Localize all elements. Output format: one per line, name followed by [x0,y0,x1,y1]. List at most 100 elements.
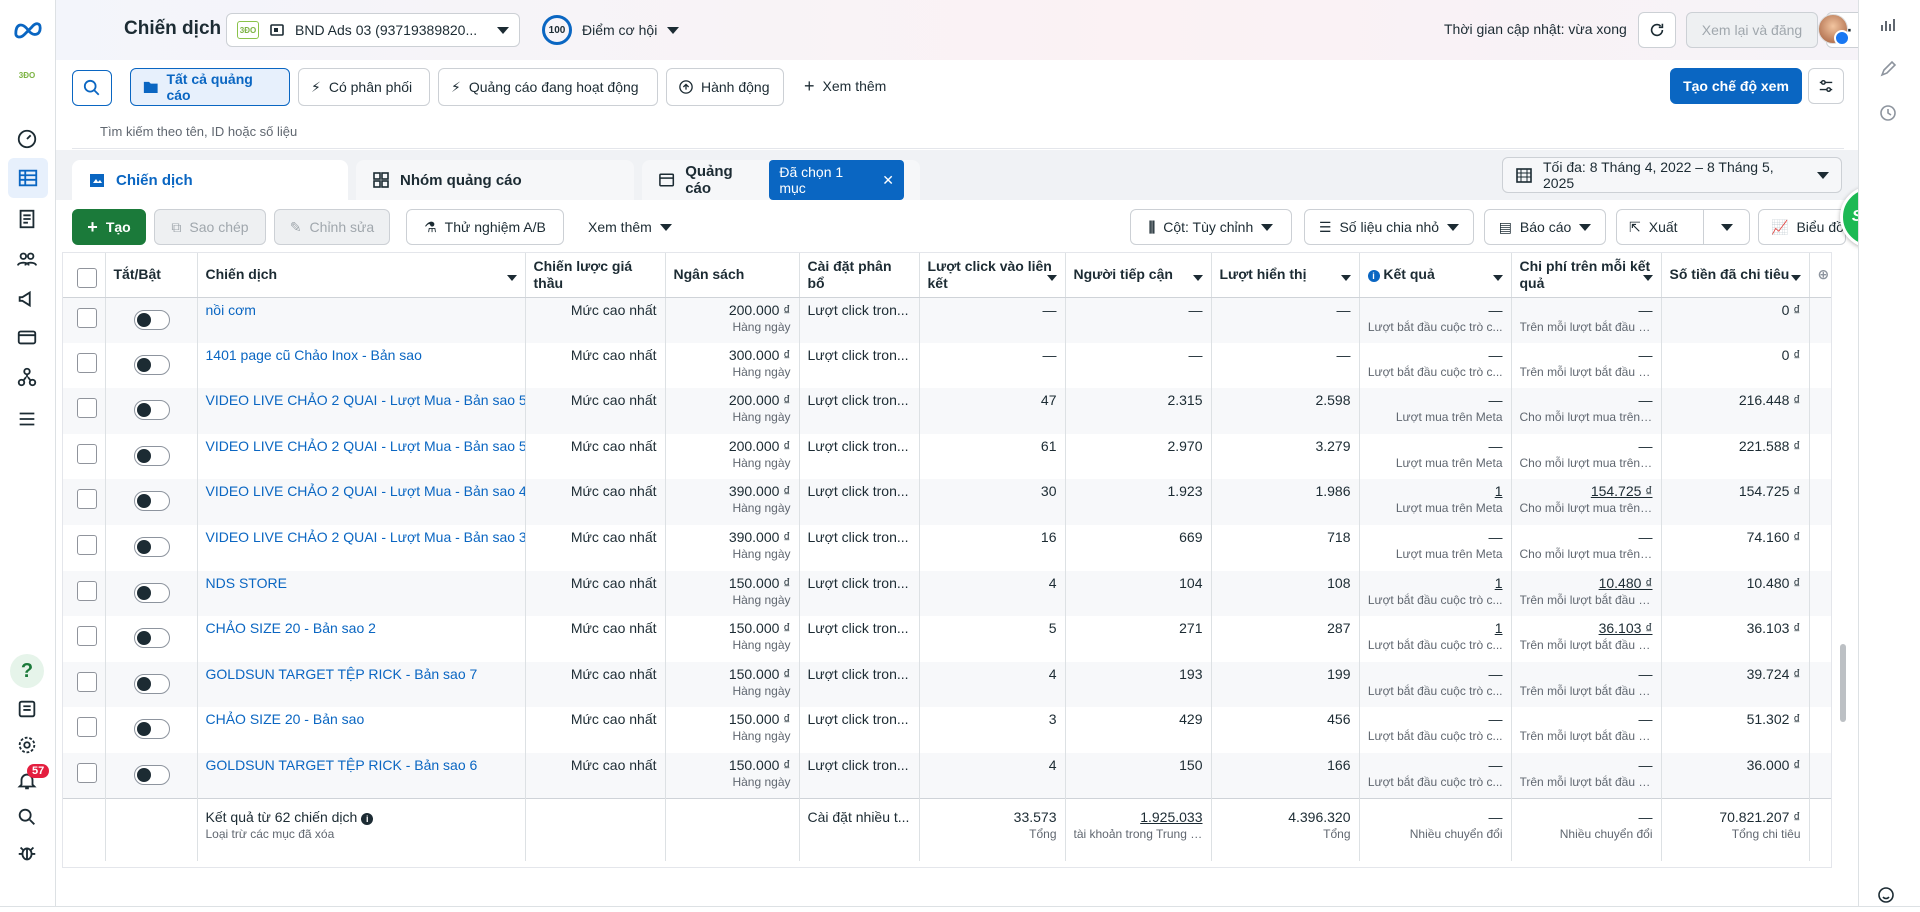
cost-per-result-value[interactable]: — [1638,528,1653,545]
add-column-icon[interactable]: ⊕ [1817,266,1830,283]
results-value[interactable]: — [1488,346,1503,363]
charts-button[interactable]: 📈 Biểu đồ [1758,209,1846,245]
history-icon[interactable] [1879,104,1897,125]
col-budget[interactable]: Ngân sách [665,253,800,298]
table-row[interactable]: 1401 page cũ Chảo Inox - Bản sao Mức cao … [63,342,1831,389]
create-button[interactable]: + Tạo [72,209,146,245]
table-row[interactable]: nồi cơm Mức cao nhất 200.000 ₫ Hàng ngày Lượ… [63,297,1831,343]
table-row[interactable]: CHẢO SIZE 20 - Bản sao 2 Mức cao nhất 150.… [63,616,1831,662]
results-value[interactable]: 1 [1494,483,1503,500]
pages-icon[interactable] [14,206,40,232]
table-row[interactable]: VIDEO LIVE CHẢO 2 QUAI - Lượt Mua - Bản … [63,479,1831,525]
budget-cell[interactable]: 200.000 ₫ Hàng ngày [665,297,800,343]
table-row[interactable]: VIDEO LIVE CHẢO 2 QUAI - Lượt Mua - Bản … [63,433,1831,480]
select-all-header[interactable] [63,253,106,298]
opportunity-score[interactable]: 100 Điểm cơ hội [542,15,680,45]
row-checkbox[interactable] [77,352,97,373]
row-checkbox[interactable] [77,717,97,738]
search-icon[interactable] [14,804,40,830]
create-view-button[interactable]: Tạo chế độ xem [1670,68,1802,104]
filter-all-ads[interactable]: Tất cả quảng cáo [130,68,290,106]
cost-per-result-value[interactable]: 154.725 ₫ [1590,483,1653,500]
chevron-down-icon[interactable] [506,275,517,281]
filter-active-ads[interactable]: ⚡ Quảng cáo đang hoạt động [438,68,658,106]
budget-cell[interactable]: 200.000 ₫ Hàng ngày [665,388,800,434]
row-toggle-switch[interactable] [133,309,170,330]
refresh-button[interactable] [1638,12,1676,48]
row-checkbox[interactable] [77,534,97,555]
budget-cell[interactable]: 200.000 ₫ Hàng ngày [665,433,800,480]
row-checkbox[interactable] [77,671,97,692]
col-impressions[interactable]: Lượt hiển thị [1211,253,1360,298]
row-checkbox[interactable] [77,443,97,464]
insights-bar-icon[interactable] [1879,16,1897,37]
filters-see-more[interactable]: + Xem thêm [804,77,886,95]
view-settings-button[interactable] [1808,68,1844,104]
budget-cell[interactable]: 390.000 ₫ Hàng ngày [665,479,800,525]
row-toggle-switch[interactable] [133,354,170,375]
tab-adsets[interactable]: Nhóm quảng cáo [356,160,634,200]
copy-button[interactable]: ⧉ Sao chép [154,209,266,245]
cost-per-result-value[interactable]: — [1638,665,1653,682]
help-icon[interactable]: ? [10,654,44,688]
date-range-picker[interactable]: Tối đa: 8 Tháng 4, 2022 – 8 Tháng 5, 202… [1502,157,1842,193]
row-checkbox[interactable] [77,580,97,601]
campaign-name-link[interactable]: CHẢO SIZE 20 - Bản sao [205,711,365,728]
info-icon[interactable]: i [1367,270,1380,283]
campaign-name-link[interactable]: VIDEO LIVE CHẢO 2 QUAI - Lượt Mua - Bản … [205,528,525,545]
campaign-name-link[interactable]: VIDEO LIVE CHẢO 2 QUAI - Lượt Mua - Bản … [205,392,525,409]
account-logo-icon[interactable]: 3ĐO [18,70,36,80]
table-row[interactable]: VIDEO LIVE CHẢO 2 QUAI - Lượt Mua - Bản … [63,524,1831,571]
col-amount-spent[interactable]: Số tiền đã chi tiêu [1661,253,1810,298]
footer-reach-value[interactable]: 1.925.033 [1140,809,1203,826]
cost-per-result-value[interactable]: — [1638,711,1653,728]
select-all-checkbox[interactable] [77,267,97,288]
campaign-name-link[interactable]: nồi cơm [205,301,256,318]
results-value[interactable]: 1 [1494,574,1503,591]
col-reach[interactable]: Người tiếp cận [1065,253,1212,298]
cost-per-result-value[interactable]: — [1638,437,1653,454]
cost-per-result-value[interactable]: 36.103 ₫ [1598,620,1653,637]
dashboard-icon[interactable] [14,126,40,152]
breakdown-button[interactable]: ☰ Số liệu chia nhỏ [1304,209,1474,245]
cost-per-result-value[interactable]: — [1638,346,1653,363]
results-value[interactable]: — [1488,756,1503,773]
resource-center-icon[interactable] [14,696,40,722]
account-selector[interactable]: 3ĐO BND Ads 03 (93719389820... [226,13,520,47]
export-button[interactable]: ⇱ Xuất [1616,209,1750,245]
ads-manager-table-icon[interactable] [8,158,48,198]
campaign-name-link[interactable]: NDS STORE [205,574,287,591]
row-checkbox[interactable] [77,307,97,328]
menu-icon[interactable] [14,406,40,432]
selected-chip[interactable]: Đã chọn 1 mục ✕ [769,160,904,200]
chevron-down-icon[interactable] [1340,275,1351,281]
chevron-down-icon[interactable] [1721,224,1733,231]
col-attribution[interactable]: Cài đặt phân bổ [799,253,920,298]
search-toggle-button[interactable] [72,70,112,106]
col-toggle[interactable]: Tắt/Bật [105,253,198,298]
chevron-down-icon[interactable] [1046,275,1057,281]
row-toggle-switch[interactable] [133,400,170,421]
info-icon[interactable]: i [361,813,374,826]
campaign-name-link[interactable]: GOLDSUN TARGET TỆP RICK - Bản sao 7 [205,665,478,682]
col-campaign[interactable]: Chiến dịch [197,253,526,298]
chevron-down-icon[interactable] [1790,275,1801,281]
row-checkbox[interactable] [77,398,97,419]
table-row[interactable]: NDS STORE Mức cao nhất 150.000 ₫ Hàng ngày L… [63,570,1831,617]
cost-per-result-value[interactable]: — [1638,301,1653,318]
billing-card-icon[interactable] [14,324,40,350]
row-toggle-switch[interactable] [133,719,170,740]
tab-campaigns[interactable]: Chiến dịch [72,160,348,200]
reports-button[interactable]: ▤ Báo cáo [1484,209,1606,245]
budget-cell[interactable]: 150.000 ₫ Hàng ngày [665,616,800,662]
campaign-name-link[interactable]: VIDEO LIVE CHẢO 2 QUAI - Lượt Mua - Bản … [205,483,525,500]
campaign-name-link[interactable]: GOLDSUN TARGET TỆP RICK - Bản sao 6 [205,756,478,773]
row-toggle-switch[interactable] [133,628,170,649]
budget-cell[interactable]: 150.000 ₫ Hàng ngày [665,707,800,753]
results-value[interactable]: — [1488,392,1503,409]
budget-cell[interactable]: 150.000 ₫ Hàng ngày [665,752,800,799]
toolbar-see-more[interactable]: Xem thêm [588,219,672,235]
ab-test-button[interactable]: ⚗ Thử nghiệm A/B [406,209,564,245]
row-toggle-switch[interactable] [133,673,170,694]
row-toggle-switch[interactable] [133,582,170,603]
